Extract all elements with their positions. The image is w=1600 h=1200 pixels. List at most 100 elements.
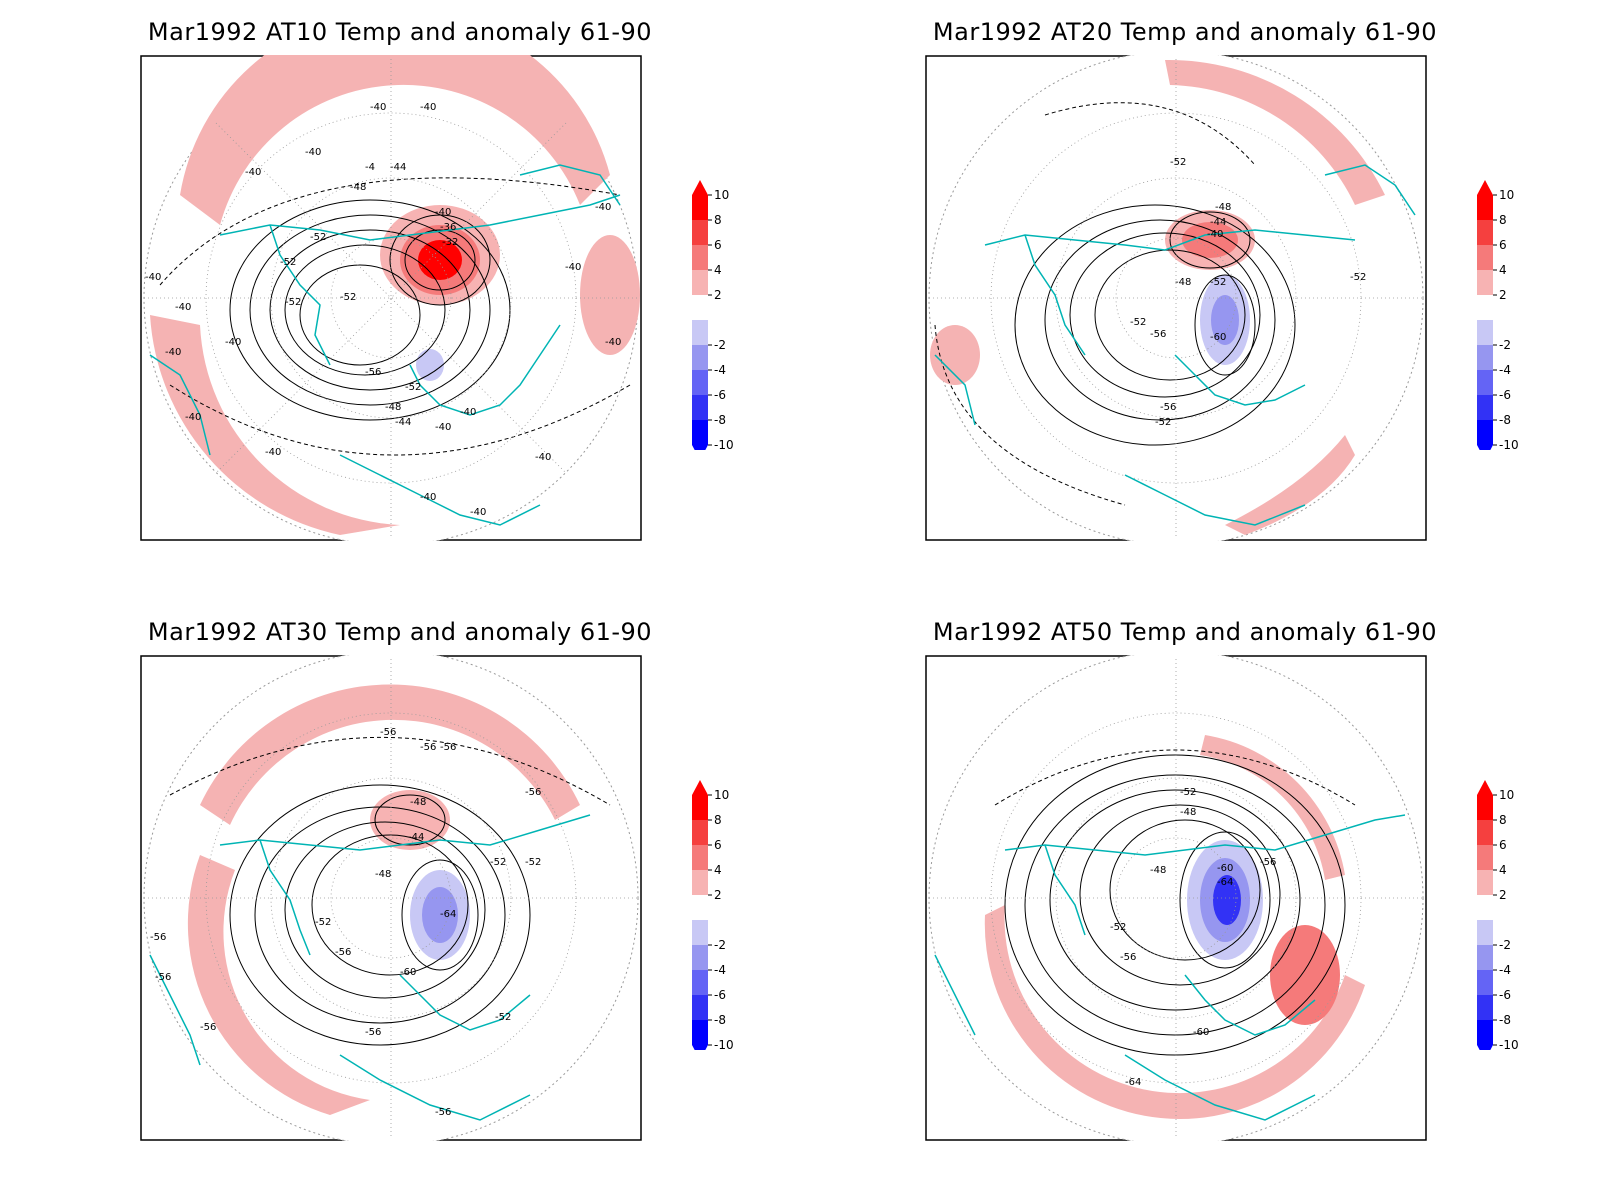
lat-lon-grid [144, 59, 638, 537]
contour-label: -36 [440, 222, 456, 233]
contour-label: -44 [408, 832, 424, 843]
colorbar-segment [692, 245, 708, 270]
contour-label: -64 [440, 909, 456, 920]
warm-anomaly-region [1165, 59, 1385, 205]
polar-map: -56 -56 -56 -56 -48 -44 -48 -52 -52 -52 … [140, 655, 642, 1141]
colorbar-segment [692, 870, 708, 895]
panel-title: Mar1992 AT10 Temp and anomaly 61-90 [147, 18, 653, 46]
colorbar-segment [1477, 420, 1493, 445]
contour-label: -48 [1180, 807, 1196, 818]
colorbar-label: 8 [714, 213, 722, 227]
contour-label: -40 [165, 347, 181, 358]
cold-anomaly-region [422, 887, 458, 943]
contour-label: -52 [310, 232, 326, 243]
colorbar-top-arrow [692, 180, 708, 195]
colorbar-segment [692, 195, 708, 220]
colorbar-segment [692, 395, 708, 420]
warm-anomaly-region [1182, 222, 1238, 258]
colorbar-label: 8 [1499, 213, 1507, 227]
contour-label: -32 [442, 237, 458, 248]
temperature-contours [994, 749, 1356, 1056]
colorbar-segment [1477, 845, 1493, 870]
contour-label: -52 [285, 297, 301, 308]
warm-anomaly-region [180, 55, 610, 225]
warm-anomaly-region [1270, 925, 1340, 1025]
contour-label: -56 [440, 742, 456, 753]
colorbar-segment [692, 895, 708, 920]
contour-label: -52 [525, 857, 541, 868]
colorbar-label: 2 [714, 888, 722, 902]
colorbar: 10 8 6 4 2 -2 -4 -6 -8 -10 [1477, 780, 1519, 1050]
contour-label: -56 [435, 1107, 451, 1118]
contour-label: -56 [200, 1022, 216, 1033]
contour-label: -56 [335, 947, 351, 958]
contour-label: -56 [1160, 402, 1176, 413]
contour-labels: -56 -56 -56 -56 -48 -44 -48 -52 -52 -52 … [150, 727, 541, 1118]
colorbar-segment [692, 945, 708, 970]
colorbar-top-arrow [1477, 180, 1493, 195]
colorbar-segment [1477, 1020, 1493, 1045]
contour-label: -48 [1150, 865, 1166, 876]
contour-label: -40 [1207, 229, 1223, 240]
colorbar-segment [692, 370, 708, 395]
colorbar-segment [1477, 945, 1493, 970]
contour-label: -48 [385, 402, 401, 413]
contour-label: -48 [1215, 202, 1231, 213]
colorbar-label: -6 [714, 988, 726, 1002]
colorbar-label: -4 [1499, 963, 1511, 977]
colorbar-label: 6 [714, 238, 722, 252]
colorbar-label: 10 [1499, 788, 1514, 802]
colorbar-label: -4 [714, 363, 726, 377]
colorbar-segment [1477, 320, 1493, 345]
colorbar-label: 4 [1499, 263, 1507, 277]
contour-label: -52 [495, 1012, 511, 1023]
colorbar-label: -2 [1499, 938, 1511, 952]
warm-anomaly-region [150, 315, 400, 535]
colorbar-segment [1477, 270, 1493, 295]
colorbar-segment [692, 820, 708, 845]
warm-anomaly-region [984, 905, 1365, 1119]
colorbar-segment [1477, 370, 1493, 395]
colorbar-label: 2 [714, 288, 722, 302]
colorbar-label: -10 [714, 1038, 734, 1050]
colorbar-segment [692, 220, 708, 245]
contour-label: -56 [1120, 952, 1136, 963]
contour-label: -52 [1130, 317, 1146, 328]
colorbar-segment [692, 295, 708, 320]
contour-label: -44 [395, 417, 411, 428]
colorbar-label: -8 [714, 1013, 726, 1027]
panel-title: Mar1992 AT50 Temp and anomaly 61-90 [932, 618, 1438, 646]
colorbar-segment [692, 420, 708, 445]
polar-map: -52 -48 -44 -40 -48 -52 -52 -56 -60 -56 … [925, 55, 1427, 541]
cold-anomaly-region [416, 349, 444, 381]
contour-label: -56 [155, 972, 171, 983]
map-panel-at30: Mar1992 AT30 Temp and anomaly 61-90 [140, 615, 660, 1175]
contour-label: -40 [175, 302, 191, 313]
colorbar-label: 10 [714, 788, 729, 802]
colorbar-segment [1477, 820, 1493, 845]
colorbar-label: -4 [1499, 363, 1511, 377]
contour-label: -40 [370, 102, 386, 113]
contour-label: -56 [525, 787, 541, 798]
contour-label: -60 [1210, 332, 1226, 343]
colorbar-segment [692, 970, 708, 995]
colorbar-segment [1477, 395, 1493, 420]
map-panel-at20: Mar1992 AT20 Temp and anomaly 61-90 [925, 15, 1445, 575]
contour-label: -52 [340, 292, 356, 303]
colorbar-label: 8 [1499, 813, 1507, 827]
contour-label: -40 [470, 507, 486, 518]
colorbar-segment [692, 320, 708, 345]
strong-cold-anomaly [1213, 875, 1241, 925]
colorbar-segment [692, 345, 708, 370]
contour-label: -56 [365, 1027, 381, 1038]
colorbar-segment [692, 795, 708, 820]
contour-label: -52 [1350, 272, 1366, 283]
colorbar-segment [1477, 920, 1493, 945]
colorbar-label: 2 [1499, 288, 1507, 302]
colorbar-label: -2 [714, 338, 726, 352]
colorbar-segment [1477, 970, 1493, 995]
colorbar-label: -10 [714, 438, 734, 450]
colorbar-segment [1477, 870, 1493, 895]
contour-label: -40 [420, 492, 436, 503]
panel-title: Mar1992 AT20 Temp and anomaly 61-90 [932, 18, 1438, 46]
